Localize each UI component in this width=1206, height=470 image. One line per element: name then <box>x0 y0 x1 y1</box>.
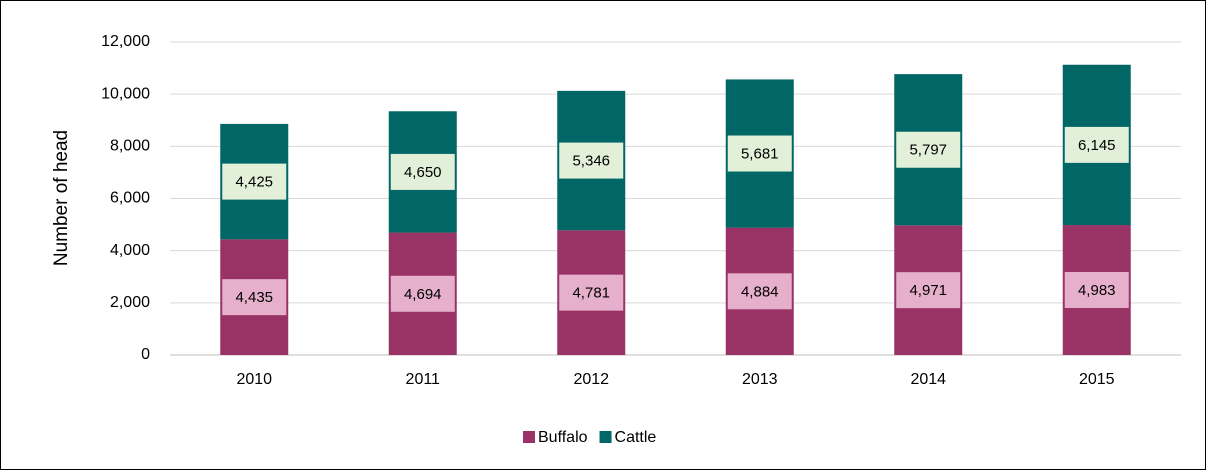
data-label: 4,694 <box>404 286 442 303</box>
data-label: 5,681 <box>741 145 779 162</box>
data-label-box <box>222 163 287 200</box>
y-tick-label: 0 <box>141 346 150 363</box>
data-label: 4,781 <box>572 285 610 302</box>
data-label-box <box>727 135 792 172</box>
data-label: 4,971 <box>909 282 947 299</box>
x-tick-label: 2011 <box>406 371 441 388</box>
x-tick-label: 2013 <box>742 371 778 388</box>
data-label-box <box>222 279 287 316</box>
data-label: 6,145 <box>1078 137 1116 154</box>
y-tick-label: 6,000 <box>110 190 150 207</box>
data-label: 5,346 <box>572 153 610 170</box>
legend-label: Cattle <box>615 429 657 446</box>
x-tick-label: 2015 <box>1079 371 1115 388</box>
data-label-box <box>1064 126 1129 163</box>
y-tick-label: 8,000 <box>110 138 150 155</box>
data-label-box <box>727 273 792 310</box>
legend-swatch <box>599 431 612 443</box>
data-label-box <box>559 274 624 311</box>
x-tick-label: 2012 <box>573 371 609 388</box>
y-tick-label: 2,000 <box>110 294 150 311</box>
y-tick-label: 4,000 <box>110 242 150 259</box>
data-label: 4,425 <box>235 174 273 191</box>
data-label-box <box>390 153 455 190</box>
x-tick-label: 2014 <box>910 371 946 388</box>
y-tick-label: 12,000 <box>101 33 150 50</box>
y-axis-label: Number of head <box>51 130 72 266</box>
legend-label: Buffalo <box>538 429 588 446</box>
x-tick-label: 2010 <box>236 371 272 388</box>
data-label: 4,983 <box>1078 282 1116 299</box>
data-label-box <box>1064 272 1129 309</box>
data-label: 4,650 <box>404 164 442 181</box>
y-tick-label: 10,000 <box>101 85 150 102</box>
data-label: 5,797 <box>909 142 947 159</box>
data-label: 4,884 <box>741 283 779 300</box>
data-label-box <box>896 272 961 309</box>
data-label-box <box>559 142 624 179</box>
legend-swatch <box>523 431 535 443</box>
data-label-box <box>390 275 455 312</box>
data-label-box <box>896 131 961 168</box>
data-label: 4,435 <box>235 289 273 306</box>
